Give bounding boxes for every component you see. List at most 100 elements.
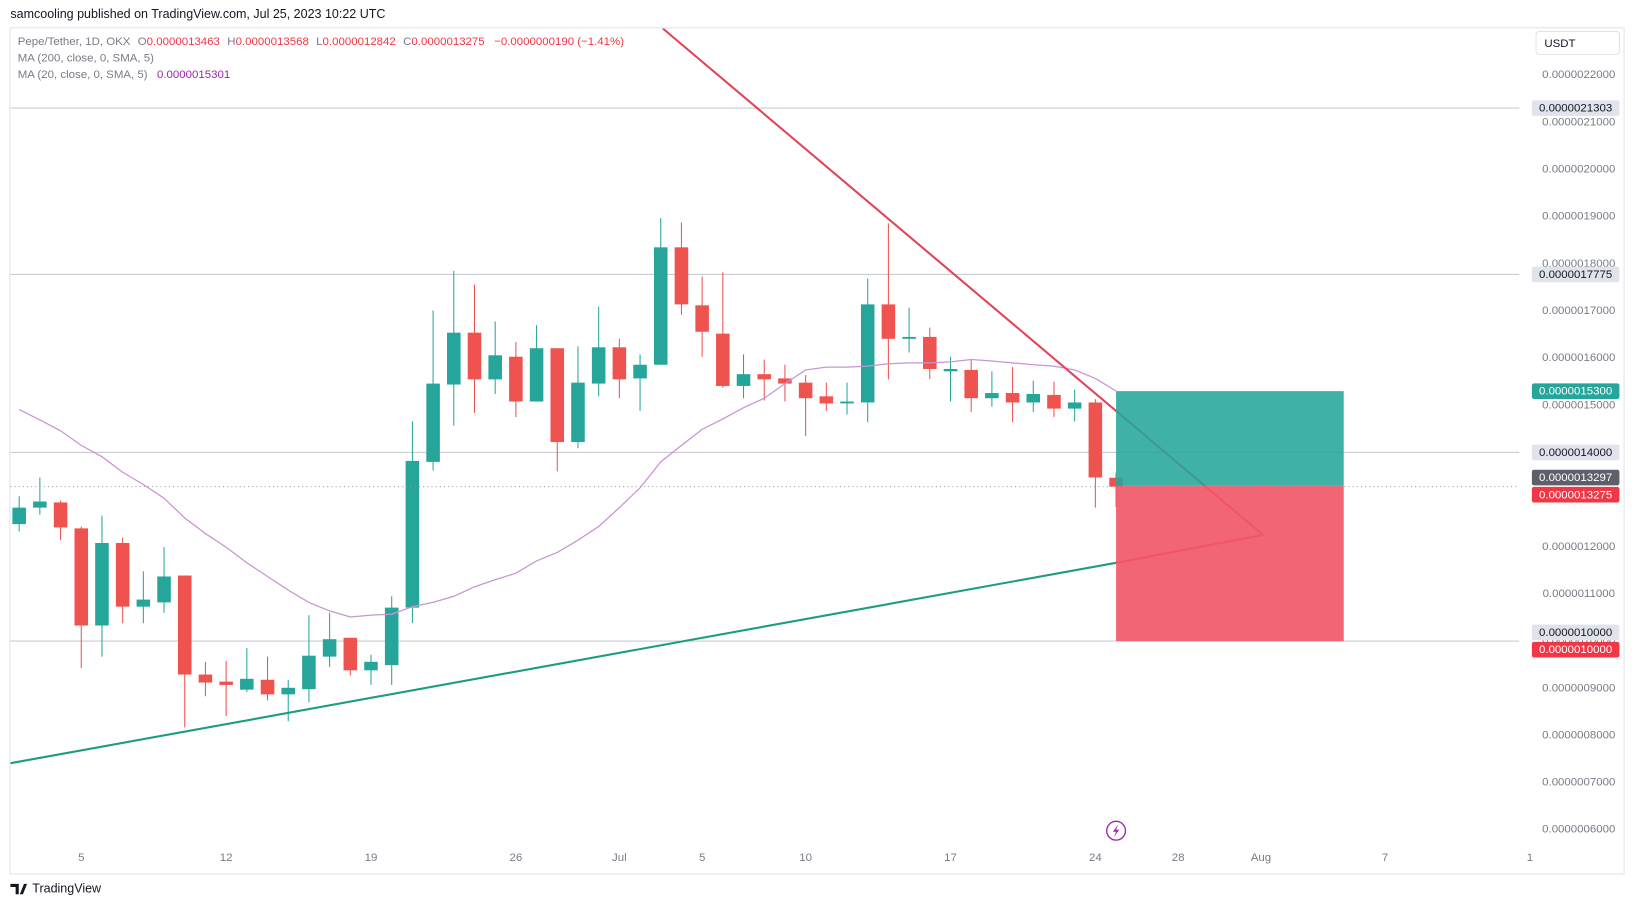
price-label: 0.0000010000 xyxy=(1531,624,1620,641)
y-tick-label: 0.0000015000 xyxy=(1542,399,1615,411)
price-label-box xyxy=(1531,383,1620,399)
y-tick-label: 0.0000020000 xyxy=(1542,164,1615,176)
candle-body xyxy=(819,396,834,404)
candle-body xyxy=(74,528,89,626)
candle-body xyxy=(467,332,482,380)
position-loss xyxy=(1116,485,1344,642)
candle-body xyxy=(1047,394,1061,409)
candle-body xyxy=(840,401,854,404)
legend-ma-value: 0.0000015301 xyxy=(157,69,230,81)
legend-letter: O xyxy=(138,36,147,48)
candle-body xyxy=(881,304,896,339)
candle-body xyxy=(405,460,420,608)
candle-body xyxy=(1088,402,1103,478)
legend-value: 0.0000013463 xyxy=(147,36,220,48)
candle-body xyxy=(716,333,730,386)
price-label-box xyxy=(1531,266,1620,283)
x-tick-label: 28 xyxy=(1172,852,1185,864)
x-tick-label: 7 xyxy=(1382,852,1388,864)
candle-body xyxy=(12,507,26,525)
candle-body xyxy=(384,607,399,666)
price-label-text: 0.0000014000 xyxy=(1539,447,1612,459)
candle-body xyxy=(488,355,502,380)
moving-average xyxy=(18,358,1117,618)
legend-change: −0.0000000190 (−1.41%) xyxy=(494,36,624,48)
candle-body xyxy=(364,661,378,671)
candle-body xyxy=(426,383,440,462)
candle-body xyxy=(736,374,751,386)
x-tick-label: 26 xyxy=(510,852,523,864)
legend-letter: H xyxy=(227,36,235,48)
currency-button[interactable] xyxy=(1535,30,1620,55)
candle-body xyxy=(1005,393,1020,403)
y-tick-label: 0.0000006000 xyxy=(1542,824,1615,836)
price-label: 0.0000015300 xyxy=(1531,383,1620,399)
position-profit xyxy=(1116,391,1344,486)
candle-body xyxy=(177,575,192,675)
price-label-text: 0.0000015300 xyxy=(1539,386,1612,398)
candle-body xyxy=(509,356,523,402)
candle-body xyxy=(1026,393,1041,403)
footer-text: TradingView xyxy=(32,881,102,895)
y-tick-label: 0.0000008000 xyxy=(1542,729,1615,741)
candle-body xyxy=(923,336,937,369)
y-tick-label: 0.0000011000 xyxy=(1543,588,1615,600)
candle-body xyxy=(695,305,709,332)
price-label: 0.0000017775 xyxy=(1531,266,1620,283)
price-label: 0.0000013275 xyxy=(1531,486,1620,503)
candle-body xyxy=(260,679,275,695)
price-label: 0.0000013297 xyxy=(1531,469,1620,486)
price-label-text: 0.0000010000 xyxy=(1539,644,1612,656)
candle-body xyxy=(447,332,461,385)
x-tick-label: 10 xyxy=(799,852,812,864)
legend-value: 0.0000012842 xyxy=(323,36,396,48)
x-tick-label: 19 xyxy=(365,852,378,864)
plot-area xyxy=(10,28,1520,765)
price-label-box xyxy=(1531,100,1620,116)
candle-body xyxy=(219,681,233,685)
legend-ma200: MA (200, close, 0, SMA, 5) xyxy=(18,53,154,65)
price-label: 0.0000010000 xyxy=(1531,641,1620,658)
price-label-box xyxy=(1531,444,1620,461)
candle-body xyxy=(653,247,668,365)
candle-body xyxy=(550,348,565,443)
currency[interactable]: USDT xyxy=(1544,38,1575,50)
candle-body xyxy=(136,599,151,607)
candle-body xyxy=(964,369,978,399)
candle-body xyxy=(53,502,68,528)
y-tick-label: 0.0000022000 xyxy=(1542,69,1615,81)
candle-body xyxy=(302,655,316,690)
x-tick-label: 17 xyxy=(944,852,957,864)
x-tick-label: Aug xyxy=(1251,852,1271,864)
price-label-text: 0.0000010000 xyxy=(1539,627,1612,639)
price-label-text: 0.0000017775 xyxy=(1539,269,1612,281)
price-label-text: 0.0000013297 xyxy=(1539,472,1612,484)
candle-body xyxy=(757,374,772,380)
candle-body xyxy=(1067,402,1082,409)
y-tick-label: 0.0000021000 xyxy=(1542,116,1615,128)
price-label-box xyxy=(1531,624,1620,641)
candle-body xyxy=(778,378,792,384)
x-tick-label: Jul xyxy=(612,852,627,864)
y-tick-label: 0.0000017000 xyxy=(1542,305,1615,317)
price-label-text: 0.0000021303 xyxy=(1539,103,1612,115)
y-tick-label: 0.0000007000 xyxy=(1542,777,1615,789)
candle-body xyxy=(943,368,958,372)
price-label: 0.0000014000 xyxy=(1531,444,1620,461)
candle-body xyxy=(633,364,647,379)
legend-symbol: Pepe/Tether, 1D, OKX xyxy=(18,36,131,48)
price-label-text: 0.0000013275 xyxy=(1539,489,1612,501)
price-axis: 0.0000006000 0.0000007000 0.0000008000 0.00… xyxy=(1531,69,1620,836)
chart-frame xyxy=(9,27,1625,875)
candle-body xyxy=(860,304,875,403)
price-label-box xyxy=(1531,469,1620,486)
legend-ma20: MA (20, close, 0, SMA, 5) 0.0000015301 xyxy=(18,69,231,81)
candle-body xyxy=(591,347,606,384)
x-tick-label: 24 xyxy=(1089,852,1102,864)
candle-body xyxy=(343,637,358,671)
legend-ohlc: Pepe/Tether, 1D, OKX O0.0000013463 H 0.00… xyxy=(18,36,625,48)
candle-body xyxy=(529,348,544,402)
